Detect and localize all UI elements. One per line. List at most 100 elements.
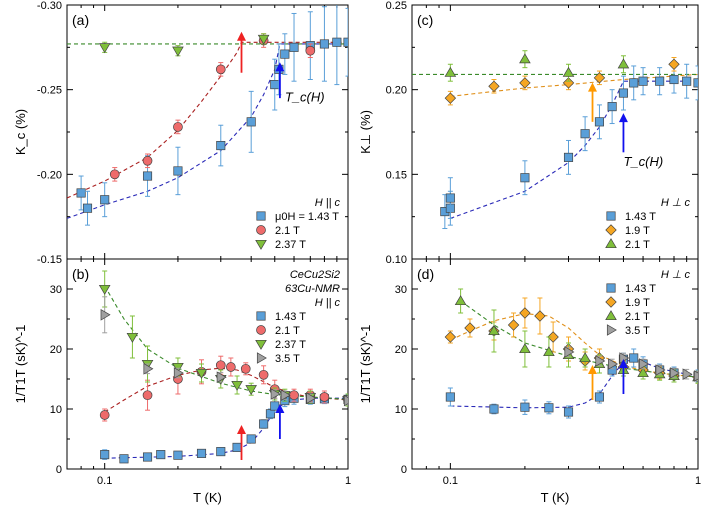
data-point: [100, 195, 110, 205]
fit-curve: [104, 367, 348, 413]
legend-marker: [256, 352, 267, 364]
legend-marker: [605, 296, 617, 308]
legend-marker: [256, 225, 266, 235]
data-point: [595, 355, 606, 367]
data-point: [682, 368, 693, 381]
data-point: [520, 173, 530, 183]
data-point: [579, 352, 591, 363]
y-tick-label: 10: [395, 404, 407, 416]
data-point: [693, 370, 698, 382]
data-point: [445, 193, 455, 203]
data-point: [289, 390, 299, 401]
legend-marker: [606, 211, 616, 221]
y-tick-label: 20: [50, 344, 62, 356]
data-point: [488, 325, 500, 336]
data-point: [142, 155, 153, 166]
data-point: [655, 76, 665, 86]
data-point: [100, 308, 111, 321]
y-tick-label: 0: [401, 464, 407, 476]
series-diamond: [444, 56, 680, 106]
y-tick-label: -0.30: [37, 0, 62, 12]
data-point: [608, 358, 619, 370]
x-axis-label: T (K): [541, 490, 570, 505]
data-point: [669, 74, 679, 85]
fit-curve: [104, 397, 348, 459]
legend-label: 1.43 T: [625, 211, 656, 223]
panel-label: (d): [417, 266, 434, 282]
data-point: [617, 58, 630, 69]
y-tick-label: 30: [395, 284, 407, 296]
x-tick-label: 1: [695, 475, 701, 487]
legend-marker: [606, 324, 617, 336]
fit-curve: [67, 41, 348, 199]
legend-marker: [256, 325, 266, 335]
data-point: [240, 363, 251, 374]
x-tick-label: 0.1: [443, 475, 458, 487]
data-point: [98, 284, 111, 295]
data-point: [637, 367, 649, 378]
legend-header: 63Cu-NMR: [285, 283, 340, 295]
data-point: [76, 188, 86, 198]
legend-label: 2.1 T: [625, 239, 650, 251]
data-point: [319, 39, 329, 49]
series-triangle-up: [444, 50, 630, 82]
data-point: [563, 407, 574, 417]
data-point: [444, 92, 457, 104]
y-axis-label: 1/T1T (sK)^-1: [13, 325, 28, 404]
data-point: [580, 129, 590, 139]
legend-label: 2.1 T: [275, 325, 300, 337]
data-point: [332, 37, 342, 47]
panel-c: 0.10 0.15 0.20 0.25 T_c(H) (c) K⊥ (%) H ⊥ c 1.43…: [358, 0, 699, 266]
data-point: [216, 371, 227, 384]
data-point: [99, 410, 110, 420]
data-point: [444, 331, 457, 343]
series-circle: [99, 355, 348, 422]
legend-header: CeCu2Si2: [290, 269, 340, 281]
data-point: [343, 394, 348, 407]
legend-label: 3.5 T: [625, 325, 650, 337]
legend-label: 1.43 T: [625, 283, 656, 295]
y-tick-label: -0.25: [37, 85, 62, 97]
legend: H || c μ0H = 1.43 T 2.1 T 2.37 T: [255, 197, 340, 251]
data-point: [257, 34, 270, 45]
legend-marker: [605, 238, 617, 249]
data-point: [195, 368, 208, 379]
legend-label: 3.5 T: [275, 353, 300, 365]
data-point: [225, 362, 236, 372]
data-point: [629, 78, 639, 88]
series-square: [445, 348, 698, 419]
data-point: [196, 448, 207, 458]
y-tick-label: 20: [395, 344, 407, 356]
series-circle: [109, 33, 316, 182]
data-point: [319, 392, 330, 402]
data-point: [655, 364, 666, 376]
data-point: [682, 76, 692, 86]
series-triangle-right: [100, 296, 348, 407]
data-point: [305, 45, 316, 56]
data-point: [142, 452, 153, 462]
series-triangle-right: [564, 346, 698, 382]
data-point: [594, 117, 605, 127]
data-point: [245, 385, 257, 396]
legend-label: 2.1 T: [625, 311, 650, 323]
tc-label: T_c(H): [623, 154, 663, 169]
data-point: [143, 362, 154, 375]
panel-label: (c): [417, 12, 433, 28]
data-point: [534, 310, 546, 322]
legend-label: 1.43 T: [275, 311, 306, 323]
data-point: [488, 80, 500, 92]
panel-label: (b): [72, 266, 89, 282]
data-point: [343, 37, 348, 47]
fit-curve: [450, 313, 698, 378]
legend-label: 2.37 T: [275, 239, 306, 251]
data-point: [444, 66, 457, 77]
legend: H ⊥ c 1.43 T 1.9 T 2.1 T: [605, 197, 690, 251]
legend-header: H || c: [315, 297, 341, 309]
tc-arrow-head: [237, 425, 247, 434]
data-point: [215, 360, 226, 371]
tc-arrow-head: [275, 62, 285, 72]
series-triangle-down: [98, 33, 270, 57]
data-point: [564, 346, 575, 358]
data-point: [280, 389, 291, 402]
data-point: [173, 122, 183, 132]
